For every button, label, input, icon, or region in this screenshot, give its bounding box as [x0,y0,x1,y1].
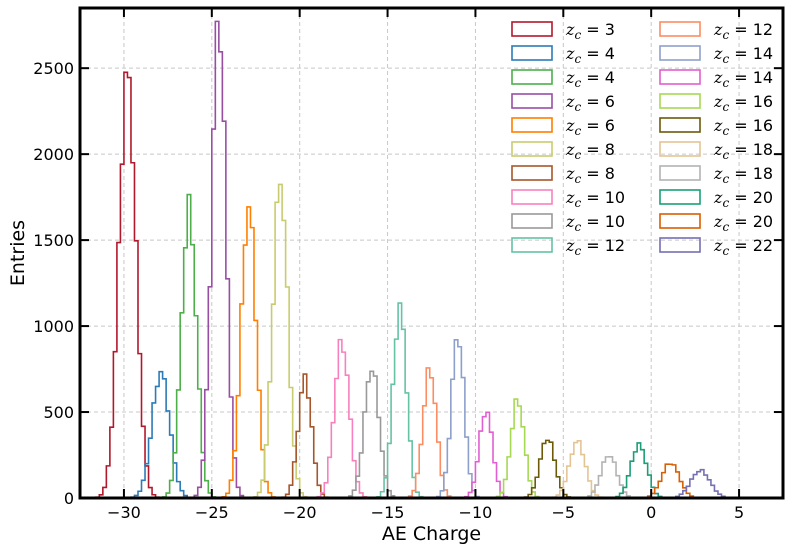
legend-swatch [659,237,701,253]
legend-swatch [659,141,701,157]
histogram-series-2 [119,370,203,499]
legend-swatch [659,189,701,205]
legend-swatch [659,45,701,61]
histogram-series-17 [570,456,648,499]
legend-swatch [511,213,553,229]
y-tick-label: 1500 [33,231,74,250]
grid [80,8,783,499]
legend-label: zc = 14 [713,68,773,90]
legend-swatch [511,93,553,109]
legend-label: zc = 8 [565,140,615,162]
x-tick-label: −30 [107,503,141,522]
legend-swatch [659,93,701,109]
x-axis-label: AE Charge [382,523,481,545]
legend-label: zc = 16 [713,92,773,114]
legend-label: zc = 12 [565,236,625,258]
histogram-series-12 [426,339,490,499]
legend-swatch [511,237,553,253]
x-tick-label: 5 [734,503,744,522]
histogram-series-20 [654,468,747,499]
legend-label: zc = 10 [565,212,625,234]
legend-label: zc = 12 [713,20,773,42]
x-tick-label: 0 [646,503,656,522]
legend-swatch [511,189,553,205]
y-tick-label: 0 [64,489,74,508]
x-tick-label: −5 [552,503,576,522]
x-tick-label: −10 [459,503,493,522]
legend-swatch [659,69,701,85]
legend-label: zc = 18 [713,140,773,162]
histogram-series-5 [214,206,283,499]
legend-label: zc = 20 [713,212,773,234]
legend-swatch [511,117,553,133]
y-tick-label: 2500 [33,59,74,78]
legend-swatch [659,21,701,37]
x-tick-label: −15 [371,503,405,522]
y-tick-label: 1000 [33,317,74,336]
legend-label: zc = 6 [565,116,615,138]
legend-label: zc = 4 [565,68,615,90]
legend-label: zc = 10 [565,188,625,210]
legend-swatch [511,165,553,181]
legend-label: zc = 22 [713,236,773,258]
plot-frame [78,6,785,500]
histogram-series-6 [246,183,315,499]
histogram-series-14 [485,398,550,499]
y-axis-label: Entries [7,220,29,286]
histogram-series-4 [186,20,252,499]
ticks: −30 −25 −20 −15 −10 −5 0 5 0 500 1000 1500 2000 2500 [33,8,783,522]
legend-swatch [511,69,553,85]
legend-label: zc = 8 [565,164,615,186]
histogram-series-16 [538,440,617,499]
legend: zc = 3zc = 4zc = 4zc = 6zc = 6zc = 8zc =… [511,20,773,258]
legend-label: zc = 20 [713,188,773,210]
legend-swatch [659,213,701,229]
x-tick-label: −20 [283,503,317,522]
y-tick-label: 500 [43,403,74,422]
legend-swatch [511,45,553,61]
legend-label: zc = 18 [713,164,773,186]
legend-swatch [659,165,701,181]
legend-label: zc = 4 [565,44,615,66]
legend-swatch [511,141,553,157]
histogram-series-19 [630,463,711,499]
legend-label: zc = 6 [565,92,615,114]
legend-label: zc = 3 [565,20,615,42]
histogram-series-13 [454,411,518,499]
legend-label: zc = 16 [713,116,773,138]
y-tick-label: 2000 [33,145,74,164]
legend-swatch [511,21,553,37]
histograms [87,20,747,499]
x-tick-label: −25 [195,503,229,522]
legend-label: zc = 14 [713,44,773,66]
histogram-series-1 [87,71,167,499]
legend-swatch [659,117,701,133]
histogram-series-11 [397,367,463,499]
